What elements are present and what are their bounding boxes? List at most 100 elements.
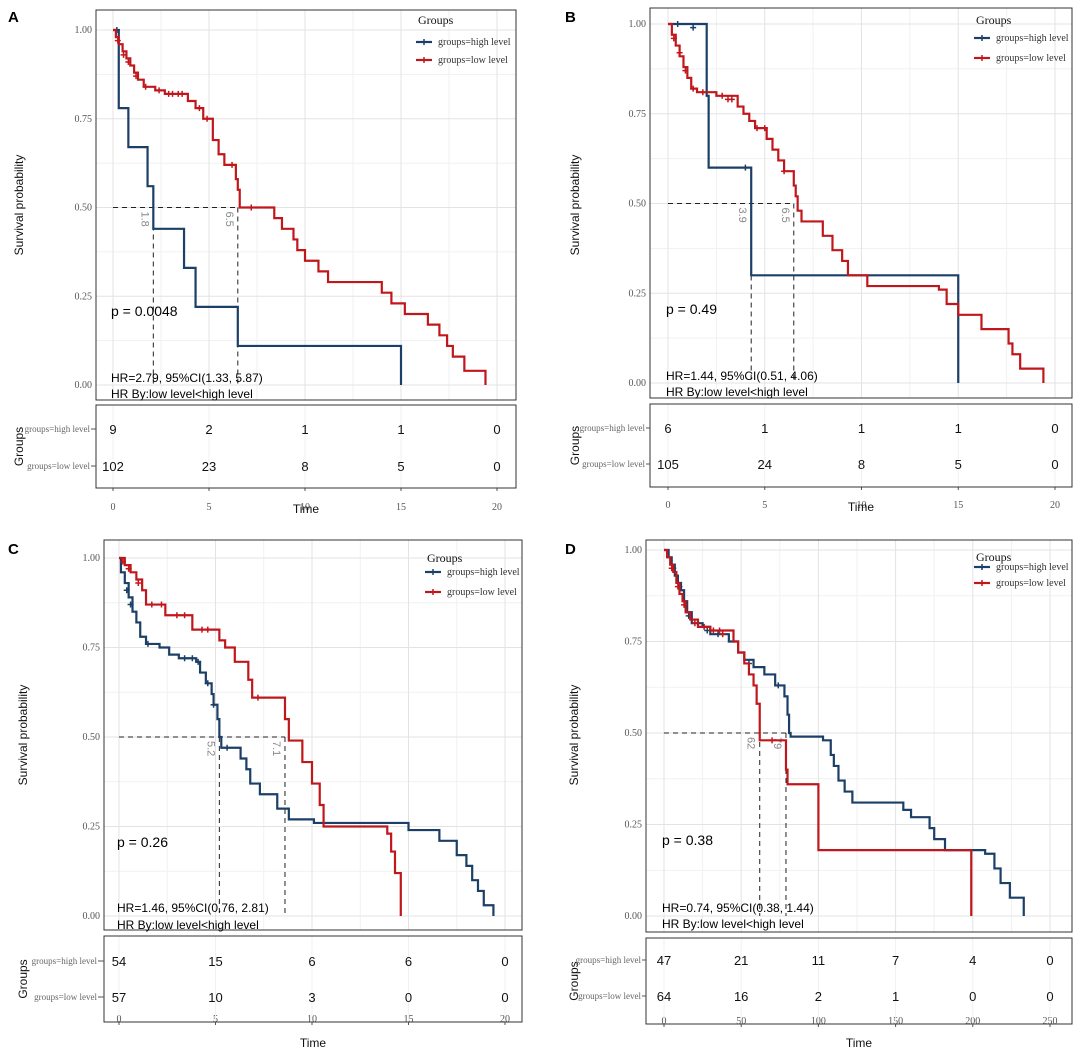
risk-count: 1 [858,421,865,436]
censor-mark-low [728,96,735,103]
censor-mark-low [120,51,127,58]
risk-count: 5 [397,459,404,474]
survival-curve-low [113,28,487,385]
censor-mark-low [135,580,142,587]
legend-label-high: groups=high level [996,33,1069,44]
y-tick-label: 0.75 [75,114,93,125]
y-axis-title: Survival probability [568,155,582,256]
y-tick-label: 0.50 [625,728,643,739]
risk-count: 102 [102,459,124,474]
censor-mark-low [719,631,726,638]
censor-mark-low [761,125,768,132]
risk-count: 105 [657,457,679,472]
risk-table-title: Groups [16,959,30,998]
censor-mark-low [691,620,698,627]
legend-title: Groups [976,550,1012,564]
plot-border [103,539,523,931]
risk-count: 1 [955,421,962,436]
censor-mark-low [158,601,165,608]
risk-row-name: groups=low level [27,461,90,471]
risk-count: 0 [493,459,500,474]
censor-mark-low [181,612,188,619]
censor-mark-low [125,58,132,65]
survival-curve-low [664,548,973,916]
median-label: 3.9 [736,208,748,223]
censor-mark-low [716,627,723,634]
x-tick-label: 5 [762,500,767,511]
censor-mark-high [674,21,681,27]
p-value: p = 0.0048 [111,303,178,319]
hazard-ratio: HR=2.79, 95%CI(1.33, 5.87) [111,371,263,385]
censor-mark-low [204,626,211,633]
legend-label-high: groups=high level [447,567,520,578]
censor-mark-low [229,161,236,168]
x-tick-label: 15 [953,500,963,511]
censor-mark-high [123,587,130,594]
risk-count: 0 [493,422,500,437]
y-axis-title: Survival probability [16,685,30,786]
risk-count: 2 [205,422,212,437]
risk-count: 4 [969,953,976,968]
median-label: 1.8 [138,212,150,227]
risk-row-name: groups=high level [32,956,98,966]
p-value: p = 0.26 [117,834,168,850]
censor-mark-low [204,115,211,122]
censor-mark-low [125,565,132,572]
x-axis-title: Time [848,500,875,514]
censor-mark-low [142,83,149,90]
survival-curve-high [113,28,403,385]
censor-mark-low [196,105,203,112]
censor-mark-low [781,168,788,175]
x-tick-label: 10 [857,500,867,511]
risk-row-name: groups=high level [576,955,642,965]
censor-mark-high [127,601,134,608]
censor-mark-high [189,655,196,662]
hazard-ratio: HR=1.46, 95%CI(0.76, 2.81) [117,901,269,915]
survival-curve-low [119,556,402,916]
risk-count: 1 [397,422,404,437]
censor-mark-low [674,583,681,590]
survival-curve-low [668,22,1045,383]
censor-mark-low [690,85,697,92]
risk-row-name: groups=low level [34,992,97,1002]
y-tick-label: 0.00 [83,911,101,922]
risk-table-border [649,403,1073,488]
y-tick-label: 0.50 [83,732,101,743]
risk-count: 5 [955,457,962,472]
censor-mark-low [701,623,708,630]
x-tick-label: 0 [111,502,116,513]
median-label: 5.2 [204,741,216,756]
risk-count: 0 [969,989,976,1004]
plot-border [649,7,1073,399]
panel-D: D0501001502002500.000.250.500.751.00Surv… [565,539,1073,1050]
y-tick-label: 0.25 [629,288,647,299]
risk-count: 11 [812,953,826,968]
hazard-ratio: HR=1.44, 95%CI(0.51, 4.06) [666,369,818,383]
y-tick-label: 0.75 [629,109,647,120]
censor-mark-low [670,35,677,42]
censor-mark-low [681,601,688,608]
y-tick-label: 0.00 [629,378,647,389]
risk-table-title: Groups [12,427,26,466]
risk-count: 24 [758,457,772,472]
y-tick-label: 0.25 [75,291,93,302]
panel-letter: C [8,541,19,558]
x-tick-label: 15 [396,502,406,513]
y-tick-label: 0.25 [83,822,101,833]
censor-mark-low [676,49,683,56]
risk-table-title: Groups [567,961,581,1000]
risk-count: 8 [301,459,308,474]
risk-count: 6 [308,954,315,969]
censor-mark-high [742,164,749,171]
censor-mark-low [173,612,180,619]
censor-mark-low [198,626,205,633]
censor-mark-low [133,73,140,80]
censor-mark-low [769,737,776,744]
risk-count: 0 [501,990,508,1005]
risk-count: 7 [892,953,899,968]
risk-count: 0 [1046,953,1053,968]
censor-mark-high [195,658,202,665]
risk-row-name: groups=high level [580,423,646,433]
